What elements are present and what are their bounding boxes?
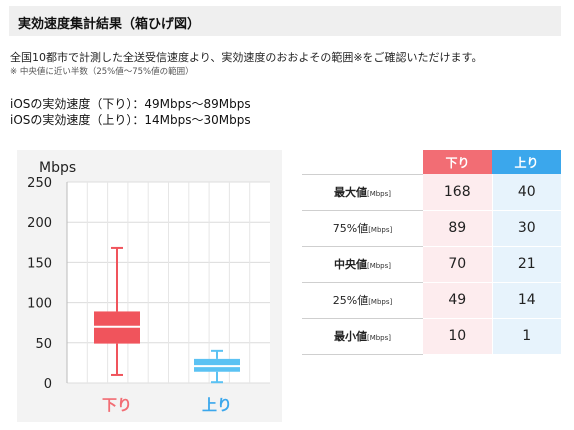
cell-up-value: 1 [491,318,561,355]
row-label: 75%値[Mbps] [302,210,423,247]
table-header-row: 下り 上り [302,150,561,174]
row-label-unit: [Mbps] [366,190,392,198]
table-row: 最大値[Mbps] 168 40 [302,173,561,211]
intro-note: ※ 中央値に近い半数（25%値〜75%値の範囲） [10,67,194,77]
y-tick-label: 0 [44,377,52,392]
row-label: 最大値[Mbps] [302,173,423,211]
cell-up-value: 30 [491,210,561,247]
row-label-name: 最大値 [333,186,367,199]
row-label-unit: [Mbps] [368,298,393,306]
table-header-down: 下り [423,150,492,174]
stats-table: 下り 上り 最大値[Mbps] 168 40 75%値[Mbps] 89 30 中央値[Mb… [302,150,561,355]
table-row: 最小値[Mbps] 10 1 [302,318,561,355]
y-tick-label: 250 [27,176,52,191]
row-label-unit: [Mbps] [366,262,392,270]
row-label: 中央値[Mbps] [302,246,423,283]
y-tick-label: 50 [35,337,52,352]
row-label-name: 中央値 [333,258,367,271]
row-label-unit: [Mbps] [366,334,392,342]
row-label-name: 25%値 [332,294,369,307]
cell-down-value: 70 [423,246,492,283]
y-tick-label: 150 [27,256,52,271]
summary-upload: iOSの実効速度（上り）：14Mbps〜30Mbps [10,113,251,127]
table-row: 25%値[Mbps] 49 14 [302,282,561,319]
table-row: 中央値[Mbps] 70 21 [302,246,561,283]
table-header-up: 上り [492,150,561,174]
table-corner [302,150,423,174]
cell-up-value: 21 [491,246,561,283]
boxplot-panel: Mbps 0 50 100 150 200 250 下り 上り [17,150,282,422]
y-axis-label: Mbps [39,160,76,176]
y-tick-label: 100 [27,297,52,312]
row-label-name: 最小値 [333,330,367,343]
y-tick-label: 200 [27,216,52,231]
row-label: 最小値[Mbps] [302,318,423,355]
cell-down-value: 49 [423,282,492,319]
x-category-label: 上り [202,396,232,414]
table-body: 最大値[Mbps] 168 40 75%値[Mbps] 89 30 中央値[Mbps] 70 2… [302,173,561,355]
intro-text: 全国10都市で計測した全送受信速度より、実効速度のおおよその範囲※をご確認いただ… [10,51,483,64]
cell-up-value: 40 [491,174,561,211]
cell-down-value: 10 [423,318,492,355]
summary-download: iOSの実効速度（下り）：49Mbps〜89Mbps [10,97,251,111]
row-label-name: 75%値 [332,222,369,235]
x-category-label: 下り [102,396,132,414]
table-row: 75%値[Mbps] 89 30 [302,210,561,247]
cell-down-value: 89 [423,210,492,247]
boxplot-chart: Mbps 0 50 100 150 200 250 下り 上り [27,160,270,414]
header-bar: 実効速度集計結果（箱ひげ図） [9,6,561,36]
row-label: 25%値[Mbps] [302,282,423,319]
row-label-unit: [Mbps] [368,226,393,234]
cell-up-value: 14 [491,282,561,319]
cell-down-value: 168 [423,174,492,211]
page-title: 実効速度集計結果（箱ひげ図） [18,17,201,32]
